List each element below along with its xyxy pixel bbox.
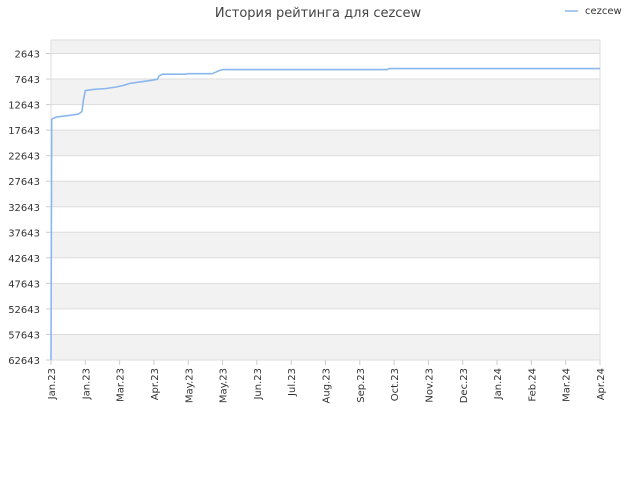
- legend-label: cezcew: [585, 6, 622, 17]
- y-tick-label: 2643: [15, 50, 40, 61]
- plot-band: [51, 40, 600, 54]
- series-line-cezcew: [50, 67, 600, 361]
- y-tick-label: 62643: [8, 356, 40, 367]
- y-tick-label: 27643: [8, 177, 40, 188]
- series-layer: [50, 67, 600, 361]
- y-tick-label: 37643: [8, 228, 40, 239]
- x-tick-label: Jun.23: [253, 368, 264, 401]
- plot-band: [51, 79, 600, 105]
- x-tick-label: May.23: [219, 368, 230, 403]
- plot-band: [51, 181, 600, 207]
- legend: cezcew: [565, 6, 622, 17]
- plot-background-bands: [51, 40, 600, 360]
- x-tick-label: Apr.24: [596, 368, 607, 400]
- x-tick-label: Mar.24: [562, 368, 573, 402]
- x-axis-tick-labels: Jan.23 Jan.23 Mar.23 Apr.23 May.23 May.23 Jun.…: [47, 368, 607, 403]
- x-tick-label: Jan.23: [47, 368, 58, 400]
- x-tick-label: Nov.23: [424, 368, 435, 403]
- x-tick-label: Jan.23: [81, 368, 92, 400]
- plot-band: [51, 232, 600, 258]
- y-tick-label: 42643: [8, 254, 40, 265]
- y-tick-label: 32643: [8, 203, 40, 214]
- y-tick-label: 22643: [8, 152, 40, 163]
- plot-band: [51, 130, 600, 156]
- x-tick-label: Feb.24: [527, 368, 538, 402]
- x-tick-label: Apr.23: [150, 368, 161, 400]
- y-tick-label: 7643: [15, 75, 40, 86]
- plot-band: [51, 334, 600, 360]
- chart-title: История рейтинга для cezcew: [215, 6, 422, 21]
- x-tick-label: Sep.23: [356, 368, 367, 403]
- x-tick-label: May.23: [184, 368, 195, 403]
- y-tick-label: 12643: [8, 101, 40, 112]
- x-tick-label: Dec.23: [459, 368, 470, 403]
- y-tick-label: 57643: [8, 330, 40, 341]
- x-tick-label: Jul.23: [287, 368, 298, 397]
- x-tick-label: Jan.24: [493, 368, 504, 400]
- y-axis-tick-labels: 2643 7643 12643 17643 22643 27643 32643 37643 42…: [8, 50, 40, 367]
- x-tick-label: Aug.23: [322, 368, 333, 403]
- x-tick-label: Oct.23: [390, 368, 401, 401]
- x-tick-label: Mar.23: [116, 368, 127, 402]
- y-tick-label: 52643: [8, 305, 40, 316]
- y-tick-label: 17643: [8, 126, 40, 137]
- plot-band: [51, 283, 600, 309]
- y-tick-label: 47643: [8, 279, 40, 290]
